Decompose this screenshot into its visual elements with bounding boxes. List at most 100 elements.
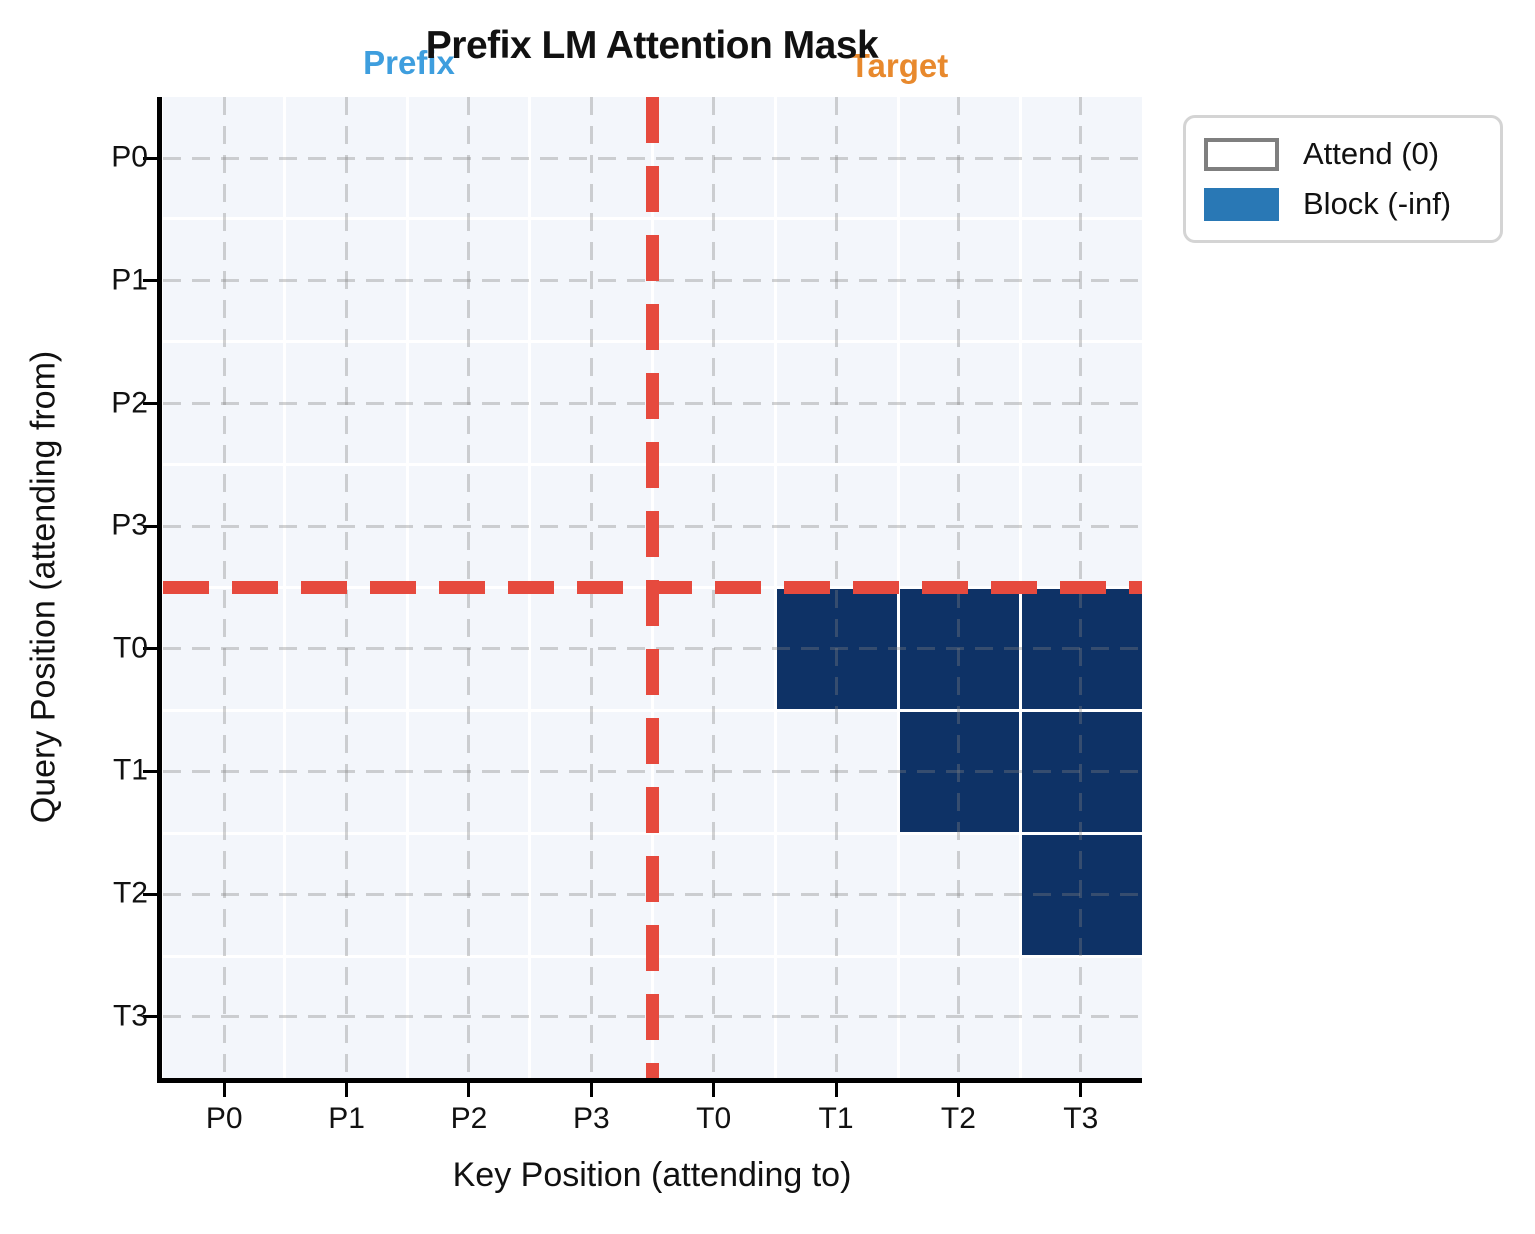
cell-qT3-kP2-attend [408,958,529,1078]
cell-qT0-kP2-attend [408,589,529,709]
legend-swatch-block [1204,187,1279,221]
cell-qP0-kP0-attend [163,97,283,217]
cell-qT2-kT1-attend [776,835,897,955]
cell-qP1-kT3-attend [1022,220,1142,340]
cell-qT1-kP2-attend [408,712,529,832]
cell-qT0-kP1-attend [285,589,406,709]
legend-swatch-attend [1204,137,1279,171]
y-ticklabel-P2: P2 [111,385,148,419]
cell-qP2-kP3-attend [531,343,651,463]
x-tick-T1 [834,1083,838,1097]
cell-qP0-kT3-attend [1022,97,1142,217]
cell-qT3-kT2-attend [899,958,1020,1078]
y-tick-T3 [143,1015,157,1019]
cell-qP0-kP1-attend [285,97,406,217]
cell-qT3-kP3-attend [531,958,651,1078]
x-tick-T2 [956,1083,960,1097]
cell-qT3-kT1-attend [776,958,897,1078]
cell-qT1-kP0-attend [163,712,283,832]
legend-entry-attend: Attend (0) [1204,136,1482,172]
y-ticklabel-T3: T3 [112,999,148,1033]
x-tick-T3 [1079,1083,1083,1097]
cell-qP2-kP1-attend [285,343,406,463]
cell-qP1-kT2-attend [899,220,1020,340]
x-tick-P2 [467,1083,471,1097]
cell-qP0-kT1-attend [776,97,897,217]
cell-qT3-kP1-attend [285,958,406,1078]
cell-qT1-kP1-attend [285,712,406,832]
cell-qP0-kP3-attend [531,97,651,217]
cell-qT2-kP2-attend [408,835,529,955]
cell-qP3-kP1-attend [285,466,406,586]
x-ticklabel-P3: P3 [572,1102,610,1135]
cell-qP3-kT1-attend [776,466,897,586]
cell-qP1-kT0-attend [654,220,774,340]
cell-qT0-kT3-block [1022,589,1142,709]
cell-qP0-kP2-attend [408,97,529,217]
cell-qP2-kP0-attend [163,343,283,463]
x-ticklabel-T2: T2 [940,1102,976,1135]
chart-title: Prefix LM Attention Mask [425,24,879,67]
cell-qP2-kT1-attend [776,343,897,463]
cell-qT0-kP3-attend [531,589,651,709]
cell-qT1-kT2-block [899,712,1020,832]
cell-qP2-kT3-attend [1022,343,1142,463]
y-tick-P0 [143,156,157,160]
y-tick-T2 [143,892,157,896]
cell-qT1-kT3-block [1022,712,1142,832]
x-tick-T0 [712,1083,716,1097]
cell-qT1-kT1-attend [776,712,897,832]
y-tick-P1 [143,279,157,283]
x-ticklabel-T3: T3 [1063,1102,1099,1135]
y-ticklabel-T2: T2 [112,876,148,910]
cell-qP3-kP3-attend [531,466,651,586]
x-ticklabel-P0: P0 [205,1102,243,1135]
cell-qP1-kP1-attend [285,220,406,340]
y-tick-T0 [143,647,157,651]
cell-qP0-kT2-attend [899,97,1020,217]
prefix-region-label: Prefix [363,44,455,81]
cell-qP3-kT2-attend [899,466,1020,586]
y-tick-P3 [143,524,157,528]
cell-qP0-kT0-attend [654,97,774,217]
x-tick-P3 [589,1083,593,1097]
cell-qP2-kT0-attend [654,343,774,463]
y-axis-label: Query Position (attending from) [24,350,63,824]
cell-qT2-kP3-attend [531,835,651,955]
legend-label-block: Block (-inf) [1303,186,1452,221]
x-ticklabel-P2: P2 [450,1102,488,1135]
prefix-target-divider-horizontal [163,581,1142,594]
cell-qP3-kP0-attend [163,466,283,586]
y-tick-T1 [143,769,157,773]
x-ticklabel-T1: T1 [818,1102,854,1135]
cell-qT0-kT0-attend [654,589,774,709]
x-tick-P0 [222,1083,226,1097]
y-axis-spine [157,97,162,1083]
x-axis-label: Key Position (attending to) [452,1156,852,1194]
y-ticklabel-T0: T0 [112,631,148,665]
cell-qT0-kP0-attend [163,589,283,709]
cell-qT3-kT3-attend [1022,958,1142,1078]
cell-qT2-kT2-attend [899,835,1020,955]
cell-qT2-kP0-attend [163,835,283,955]
cell-qP1-kP2-attend [408,220,529,340]
y-ticklabel-P1: P1 [111,263,148,297]
cell-qP2-kP2-attend [408,343,529,463]
target-region-label: Target [849,47,949,84]
y-ticklabel-T1: T1 [112,753,148,787]
cell-qT0-kT1-block [776,589,897,709]
heatmap-grid [163,97,1142,1078]
legend-entry-block: Block (-inf) [1204,186,1482,222]
y-tick-P2 [143,402,157,406]
cell-qP1-kP3-attend [531,220,651,340]
cell-qT2-kT3-block [1022,835,1142,955]
cell-qT1-kP3-attend [531,712,651,832]
plot-area [163,97,1142,1078]
legend-label-attend: Attend (0) [1303,136,1440,171]
cell-qT1-kT0-attend [654,712,774,832]
x-axis-spine [157,1078,1142,1083]
cell-qT2-kP1-attend [285,835,406,955]
cell-qP3-kT0-attend [654,466,774,586]
cell-qP1-kP0-attend [163,220,283,340]
